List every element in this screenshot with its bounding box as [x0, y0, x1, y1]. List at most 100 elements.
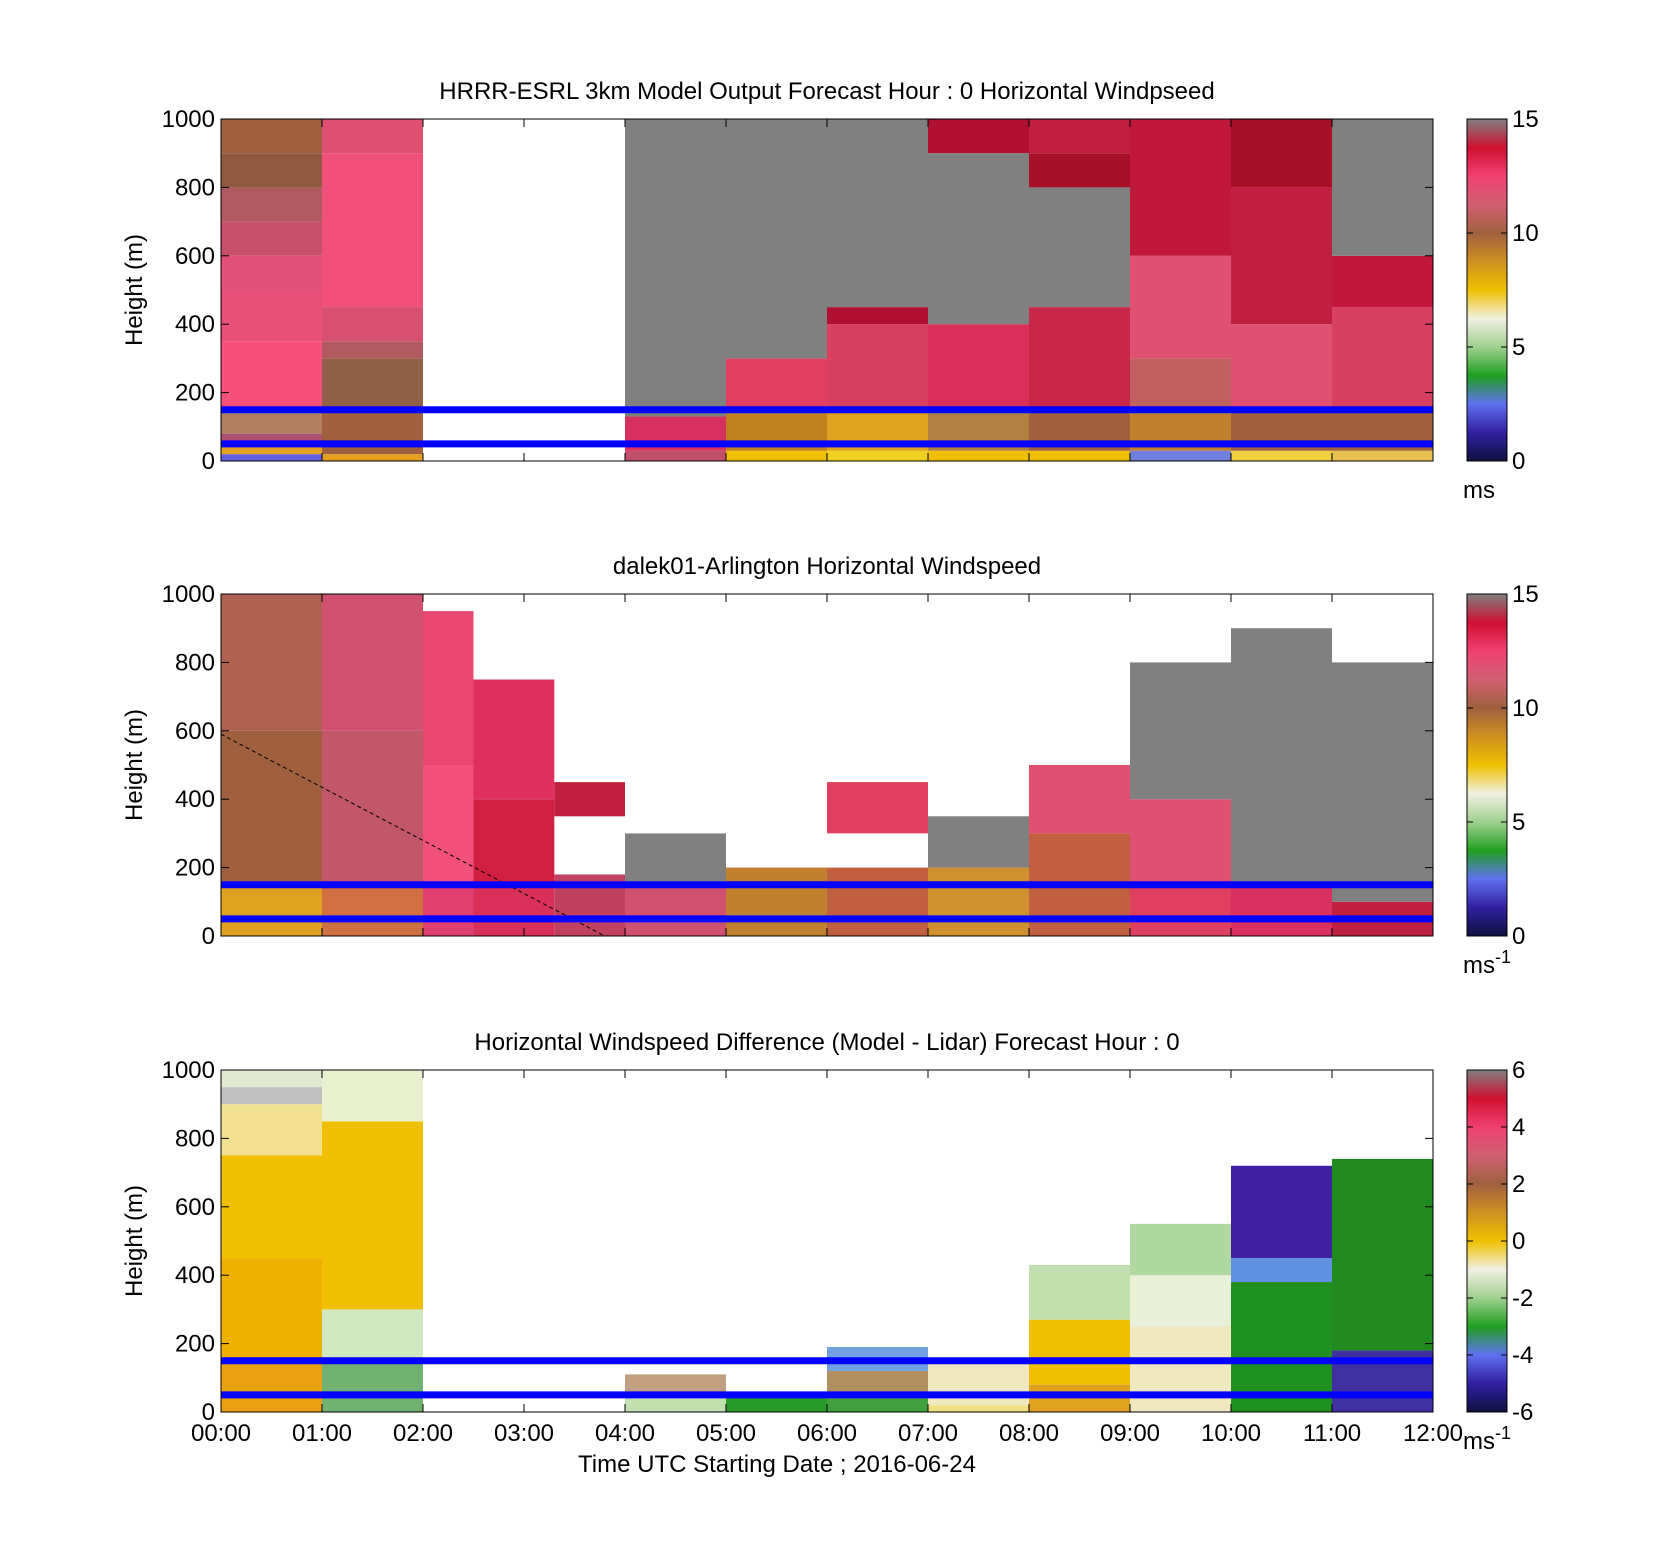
heatmap-cell	[221, 221, 322, 256]
colorbar-tick-label: 0	[1512, 448, 1525, 475]
heatmap-cell	[928, 119, 1029, 154]
colorbar	[1466, 593, 1508, 937]
colorbar-tick-label: 5	[1512, 334, 1525, 361]
heatmap-cell	[928, 450, 1029, 461]
heatmap-cell	[473, 679, 555, 800]
heatmap-cell	[1029, 450, 1130, 461]
y-tick-label: 400	[175, 1262, 215, 1289]
heatmap-cell	[1332, 1158, 1433, 1351]
heatmap-cell	[1231, 628, 1332, 885]
heatmap-cell	[221, 153, 322, 188]
colorbar-tick-label: 6	[1512, 1057, 1525, 1084]
heatmap-cell	[1029, 307, 1130, 410]
heatmap-cell	[1130, 1275, 1231, 1327]
heatmap-cell	[554, 782, 625, 817]
heatmap-cell	[827, 119, 928, 308]
y-axis-label: Height (m)	[121, 234, 148, 346]
heatmap-cell	[221, 1087, 322, 1105]
heatmap-cell	[221, 409, 322, 434]
x-tick-label: 09:00	[1100, 1420, 1160, 1447]
dashed-guide-line	[220, 733, 606, 937]
heatmap-cell	[1029, 1319, 1130, 1385]
colorbar-tick-label: -2	[1512, 1285, 1533, 1312]
heatmap-cell	[928, 816, 1029, 868]
heatmap-cell	[322, 730, 423, 885]
x-tick-label: 00:00	[191, 1420, 251, 1447]
colorbar-tick-label: 10	[1512, 695, 1539, 722]
heatmap-cell	[322, 594, 423, 731]
y-tick-label: 1000	[162, 1057, 215, 1084]
colorbar-unit-exponent: -1	[1495, 947, 1511, 967]
heatmap-cell	[1029, 187, 1130, 308]
heatmap-cell	[221, 187, 322, 222]
heatmap-cell	[1130, 1223, 1231, 1276]
panel-model-output: 0 200 400 600 800 1000 HRRR-ESRL 3km Model Out…	[121, 78, 1539, 504]
heatmap-cell	[322, 409, 423, 455]
y-tick-label: 200	[175, 1331, 215, 1358]
y-tick-label: 0	[202, 1399, 215, 1426]
colorbar-unit: ms-1	[1463, 947, 1511, 979]
heatmap-cell	[1231, 884, 1332, 936]
heatmap-cell	[1332, 119, 1433, 256]
heatmap-cell	[827, 782, 928, 834]
heatmap-cell	[423, 611, 474, 765]
colorbar-tick-label: 5	[1512, 809, 1525, 836]
heatmap-cell	[423, 884, 474, 936]
heatmap-cell	[726, 358, 827, 410]
x-tick-label: 04:00	[595, 1420, 655, 1447]
colorbar-tick-label: 15	[1512, 106, 1539, 133]
y-axis-label: Height (m)	[121, 1185, 148, 1297]
heatmap-cell	[1029, 153, 1130, 188]
y-tick-label: 400	[175, 786, 215, 813]
y-tick-label: 1000	[162, 581, 215, 608]
heatmap-cell	[322, 1070, 423, 1122]
y-tick-label: 800	[175, 649, 215, 676]
colorbar-tick-label: 15	[1512, 581, 1539, 608]
y-tick-label: 200	[175, 855, 215, 882]
y-tick-label: 0	[202, 448, 215, 475]
panel-title: HRRR-ESRL 3km Model Output Forecast Hour…	[439, 78, 1214, 105]
heatmap-cell	[726, 119, 827, 359]
heatmap-cell	[221, 884, 322, 936]
heatmap-cell	[322, 884, 423, 936]
heatmap-cell	[221, 1070, 322, 1088]
y-tick-label: 1000	[162, 106, 215, 133]
heatmap-cell	[221, 1104, 322, 1156]
heatmap-cell	[1130, 799, 1231, 885]
colorbar-tick-label: -4	[1512, 1342, 1533, 1369]
heatmap-cell	[221, 1360, 322, 1412]
heatmap-cell	[221, 1258, 322, 1361]
heatmap-cell	[1332, 450, 1433, 461]
y-tick-label: 600	[175, 1194, 215, 1221]
heatmap-cell	[322, 1360, 423, 1412]
heatmap-cell	[221, 454, 322, 461]
heatmap-cell	[221, 255, 322, 290]
x-tick-label: 07:00	[898, 1420, 958, 1447]
heatmap-cell	[1231, 1258, 1332, 1283]
y-tick-label: 600	[175, 243, 215, 270]
colorbar-unit: ms	[1463, 477, 1495, 504]
heatmap-cell	[1029, 119, 1130, 154]
heatmap-cell	[1029, 765, 1130, 834]
y-tick-label: 0	[202, 923, 215, 950]
heatmap-cell	[221, 290, 322, 342]
heatmap-cell	[322, 1121, 423, 1310]
heatmap-cell	[625, 450, 726, 461]
heatmap-cell	[473, 884, 555, 936]
colorbar-tick-label: 2	[1512, 1171, 1525, 1198]
colorbar-tick-label: 10	[1512, 220, 1539, 247]
heatmap-cell	[221, 1155, 322, 1259]
x-tick-label: 11:00	[1303, 1420, 1361, 1447]
y-axis-label: Height (m)	[121, 709, 148, 821]
heatmap-cell	[1231, 1165, 1332, 1259]
panel-title: dalek01-Arlington Horizontal Windspeed	[613, 553, 1041, 580]
heatmap-cell	[1130, 255, 1231, 359]
heatmap-cell	[1130, 450, 1231, 461]
x-tick-label: 10:00	[1201, 1420, 1261, 1447]
heatmap-cell	[827, 307, 928, 325]
colorbar-unit: ms-1	[1463, 1423, 1511, 1455]
y-tick-label: 200	[175, 380, 215, 407]
heatmap-cell	[1231, 324, 1332, 410]
heatmap-cell	[322, 358, 423, 410]
heatmap-cell	[827, 867, 928, 936]
